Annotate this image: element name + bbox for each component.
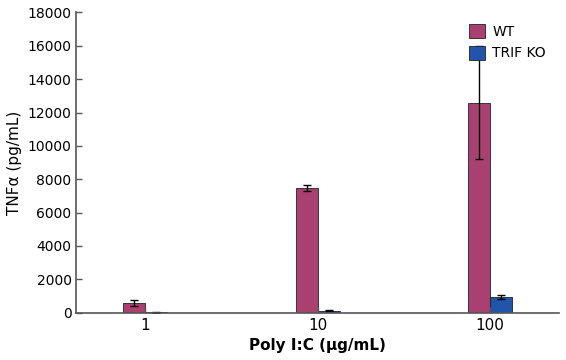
- Bar: [295, 188, 318, 312]
- Bar: [123, 303, 145, 312]
- Bar: [490, 297, 512, 312]
- Bar: [468, 103, 490, 312]
- Y-axis label: TNFα (pg/mL): TNFα (pg/mL): [7, 111, 22, 215]
- Legend: WT, TRIF KO: WT, TRIF KO: [463, 18, 551, 66]
- X-axis label: Poly I:C (μg/mL): Poly I:C (μg/mL): [249, 338, 386, 353]
- Bar: [318, 311, 340, 312]
